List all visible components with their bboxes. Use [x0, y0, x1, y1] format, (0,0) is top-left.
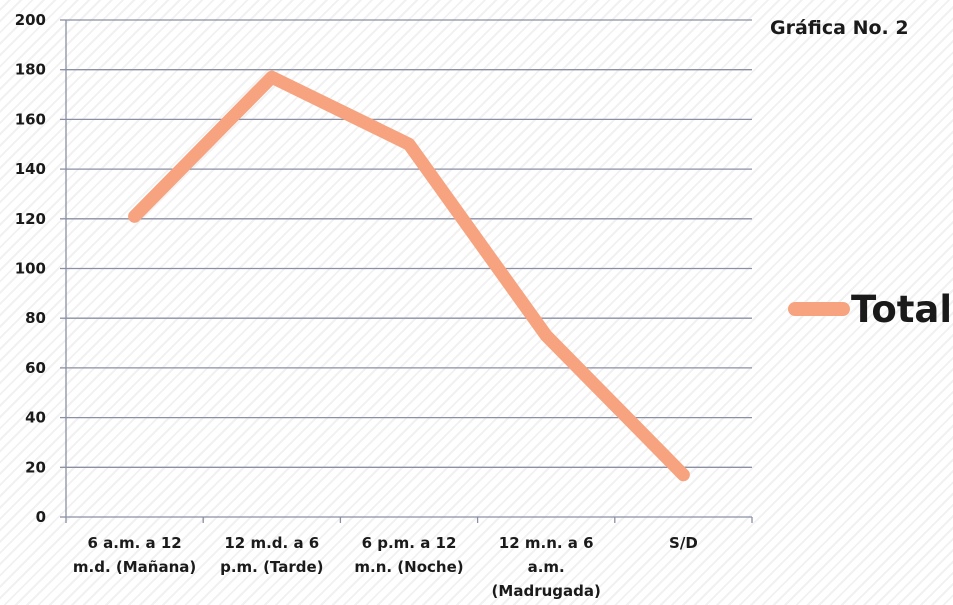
y-tick-label: 140	[15, 160, 46, 178]
legend-label-total: Total	[851, 288, 952, 331]
y-tick-label: 200	[15, 11, 46, 29]
data-point-1	[271, 76, 273, 78]
y-axis-ticks: 0 20 40 60 80 100 120 140 160 180 200	[15, 11, 46, 526]
axes	[60, 19, 753, 523]
x-category-label-2: 6 p.m. a 12 m.n. (Noche)	[354, 534, 463, 576]
y-tick-label: 180	[15, 61, 46, 79]
data-point-3	[545, 335, 547, 337]
y-tick-label: 20	[25, 458, 46, 476]
y-tick-label: 40	[25, 409, 46, 427]
x-category-label-3: 12 m.n. a 6 a.m. (Madrugada)	[492, 534, 601, 600]
x-category-label-1: 12 m.d. a 6 p.m. (Tarde)	[220, 534, 323, 576]
y-tick-label: 160	[15, 110, 46, 128]
x-category-label-0: 6 a.m. a 12 m.d. (Mañana)	[73, 534, 196, 576]
y-tick-label: 80	[25, 309, 46, 327]
y-tick-label: 120	[15, 210, 46, 228]
x-axis-categories: 6 a.m. a 12 m.d. (Mañana) 12 m.d. a 6 p.m. …	[73, 534, 698, 600]
y-tick-label: 0	[36, 508, 46, 526]
data-point-0	[134, 215, 136, 217]
y-tick-label: 100	[15, 260, 46, 278]
data-point-4	[682, 474, 684, 476]
gridlines	[66, 19, 752, 468]
legend: Total	[788, 288, 952, 331]
x-category-label-4: S/D	[669, 534, 698, 552]
chart-title: Gráfica No. 2	[770, 17, 909, 39]
data-point-2	[408, 143, 410, 145]
y-tick-label: 60	[25, 359, 46, 377]
series	[128, 70, 690, 482]
series-line-total	[128, 70, 690, 482]
